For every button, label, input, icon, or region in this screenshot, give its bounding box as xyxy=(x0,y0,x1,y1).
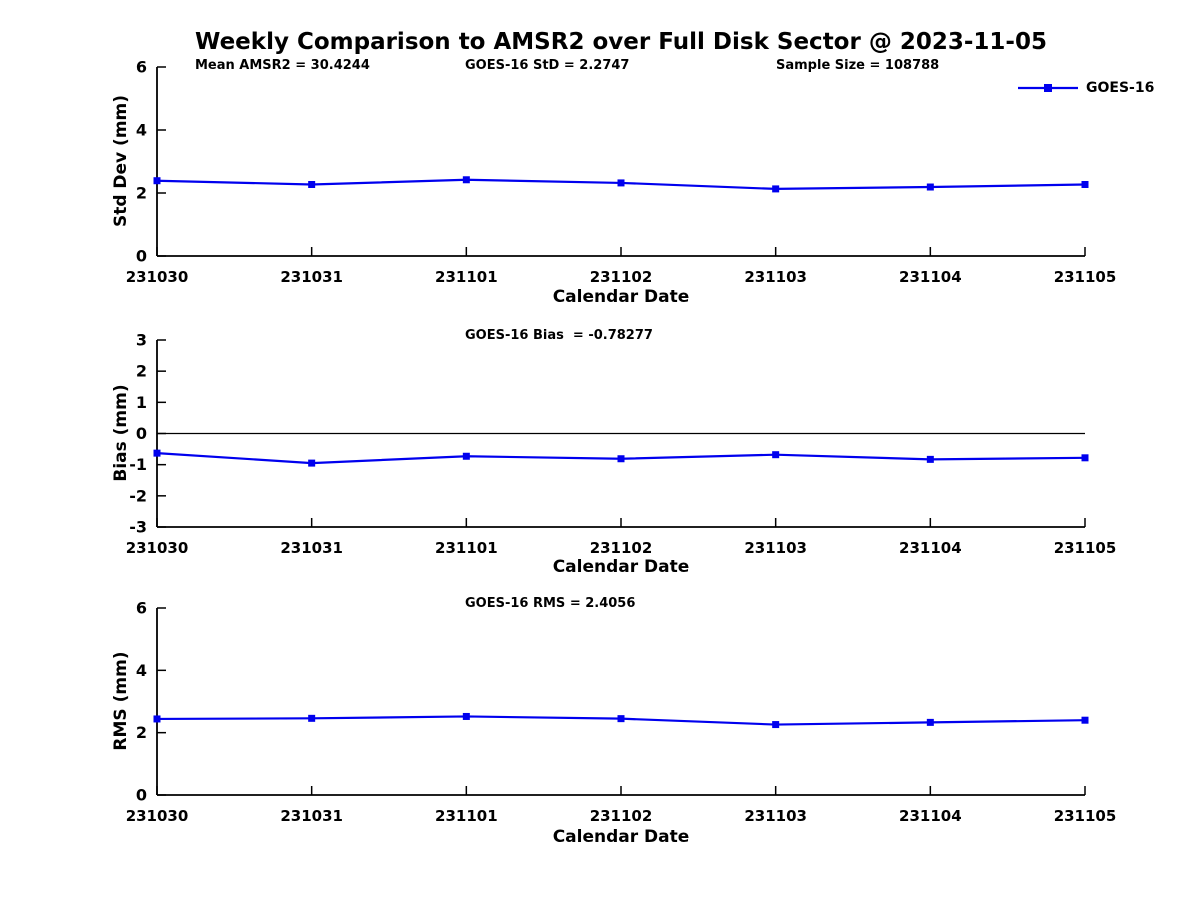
data-point-rms-231102 xyxy=(617,715,625,723)
y-tick-label-rms: 4 xyxy=(136,661,147,680)
data-point-bias-231030 xyxy=(153,449,161,457)
annotation-goes16-rms: GOES-16 RMS = 2.4056 xyxy=(465,596,636,611)
xlabel-calendar-date-3: Calendar Date xyxy=(552,827,690,847)
xlabel-calendar-date-2: Calendar Date xyxy=(552,557,690,577)
y-tick-label-std-dev: 6 xyxy=(136,58,147,77)
data-point-bias-231104 xyxy=(926,455,934,463)
data-point-std-dev-231104 xyxy=(926,183,934,191)
data-point-std-dev-231030 xyxy=(153,177,161,185)
data-point-bias-231031 xyxy=(308,459,316,467)
x-tick-label-std-dev: 231105 xyxy=(1054,268,1117,286)
legend: GOES-16 xyxy=(1016,80,1154,96)
x-tick-label-rms: 231103 xyxy=(744,807,807,825)
subplot-std-dev: 0 2 4 6 231030 231031 231101 231102 231103 231104… xyxy=(126,58,1117,287)
figure-title: Weekly Comparison to AMSR2 over Full Dis… xyxy=(195,29,1047,55)
y-tick-label-std-dev: 0 xyxy=(136,247,147,266)
ylabel-rms: RMS (mm) xyxy=(111,651,131,751)
y-tick-label-rms: 0 xyxy=(136,786,147,805)
x-tick-label-std-dev: 231030 xyxy=(126,268,189,286)
y-tick-label-bias: -1 xyxy=(129,455,147,474)
data-point-bias-231105 xyxy=(1081,454,1089,462)
data-point-rms-231030 xyxy=(153,715,161,723)
x-tick-label-bias: 231102 xyxy=(590,539,653,557)
data-point-bias-231103 xyxy=(772,451,780,459)
x-tick-label-rms: 231105 xyxy=(1054,807,1117,825)
data-point-bias-231101 xyxy=(462,452,470,460)
data-point-rms-231101 xyxy=(462,712,470,720)
y-tick-label-bias: 0 xyxy=(136,424,147,443)
data-point-rms-231031 xyxy=(308,714,316,722)
y-tick-label-bias: -2 xyxy=(129,486,147,505)
subplot-rms: 0 2 4 6 231030 231031 231101 231102 231103 231104… xyxy=(126,599,1117,826)
annotation-goes16-bias: GOES-16 Bias = -0.78277 xyxy=(465,328,653,343)
y-tick-label-bias: 3 xyxy=(136,331,147,350)
data-point-rms-231105 xyxy=(1081,716,1089,724)
data-point-std-dev-231031 xyxy=(308,180,316,188)
legend-label: GOES-16 xyxy=(1086,80,1155,96)
annotation-goes16-std: GOES-16 StD = 2.2747 xyxy=(465,58,630,73)
x-tick-label-std-dev: 231102 xyxy=(590,268,653,286)
x-tick-label-bias: 231103 xyxy=(744,539,807,557)
x-tick-label-bias: 231105 xyxy=(1054,539,1117,557)
data-point-std-dev-231103 xyxy=(772,185,780,193)
ylabel-std-dev: Std Dev (mm) xyxy=(111,94,131,228)
y-tick-label-rms: 6 xyxy=(136,599,147,618)
x-tick-label-std-dev: 231104 xyxy=(899,268,962,286)
y-tick-label-rms: 2 xyxy=(136,723,147,742)
x-tick-label-rms: 231104 xyxy=(899,807,962,825)
x-tick-label-rms: 231030 xyxy=(126,807,189,825)
ylabel-bias: Bias (mm) xyxy=(111,384,131,482)
annotation-mean-amsr2: Mean AMSR2 = 30.4244 xyxy=(195,58,370,73)
data-point-std-dev-231102 xyxy=(617,179,625,187)
data-point-std-dev-231101 xyxy=(462,176,470,184)
data-point-bias-231102 xyxy=(617,455,625,463)
x-tick-label-rms: 231101 xyxy=(435,807,498,825)
data-point-rms-231103 xyxy=(772,721,780,729)
data-point-rms-231104 xyxy=(926,718,934,726)
x-tick-label-rms: 231102 xyxy=(590,807,653,825)
legend-line-sample xyxy=(1018,84,1078,92)
x-tick-label-std-dev: 231101 xyxy=(435,268,498,286)
x-tick-label-rms: 231031 xyxy=(280,807,343,825)
x-tick-label-bias: 231104 xyxy=(899,539,962,557)
x-tick-label-bias: 231030 xyxy=(126,539,189,557)
annotation-sample-size: Sample Size = 108788 xyxy=(776,58,940,73)
y-tick-label-bias: 2 xyxy=(136,362,147,381)
subplot-bias: -3 -2 -1 0 1 2 3 231030 231031 231101 231102 231103… xyxy=(126,331,1117,558)
y-tick-label-std-dev: 4 xyxy=(136,121,147,140)
y-tick-label-bias: -3 xyxy=(129,518,147,537)
data-point-std-dev-231105 xyxy=(1081,180,1089,188)
xlabel-calendar-date-1: Calendar Date xyxy=(552,287,690,307)
x-tick-label-std-dev: 231031 xyxy=(280,268,343,286)
y-tick-label-bias: 1 xyxy=(136,393,147,412)
x-tick-label-bias: 231031 xyxy=(280,539,343,557)
y-tick-label-std-dev: 2 xyxy=(136,184,147,203)
x-tick-label-bias: 231101 xyxy=(435,539,498,557)
legend-marker xyxy=(1044,84,1052,92)
x-tick-label-std-dev: 231103 xyxy=(744,268,807,286)
